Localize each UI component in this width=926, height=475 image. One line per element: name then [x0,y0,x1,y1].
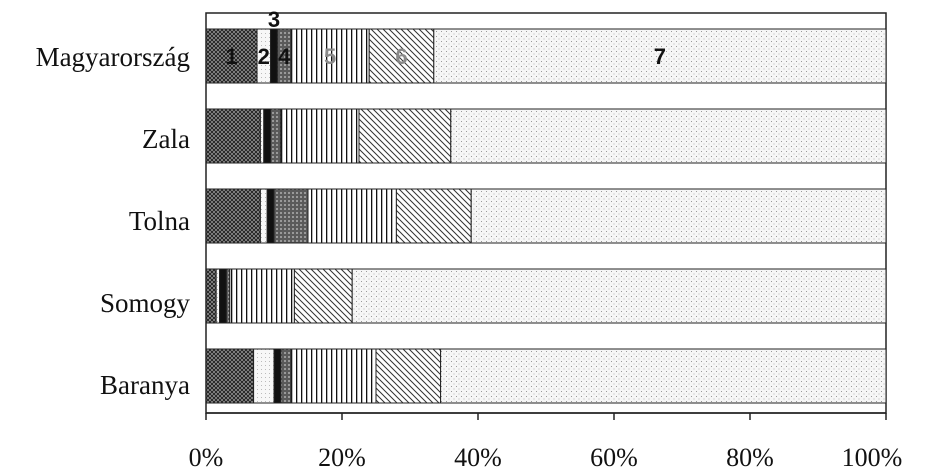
bar-segment-4 [225,268,231,324]
segment-label: 3 [268,7,280,32]
bar-segment-2 [259,188,268,244]
segment-label: 5 [324,44,336,69]
x-tick-label: 60% [590,443,638,472]
bar-segment-7 [450,108,887,164]
bar-segment-3 [263,108,272,164]
bar-segment-2 [259,108,265,164]
bar-segment-5 [229,268,295,324]
bar-segment-5 [280,108,360,164]
bar-segment-1 [205,28,258,84]
bar-segment-3 [219,268,227,324]
bar-segment-3 [270,28,278,84]
segment-label: 1 [225,44,237,69]
segment-label: 6 [395,44,407,69]
x-tick-label: 100% [842,443,903,472]
category-label: Tolna [129,206,190,236]
bar-segment-3 [273,348,282,404]
bar-segment-1 [205,108,261,164]
bar-segment-7 [433,28,887,84]
bar-segment-5 [290,348,377,404]
segment-label: 2 [258,44,270,69]
bar-segment-7 [470,188,887,244]
category-label: Baranya [100,370,190,400]
bar-segment-2 [253,348,275,404]
bar-segment-4 [273,188,309,244]
bar-segment-1 [205,348,255,404]
segment-label: 4 [278,44,291,69]
bar-segment-1 [205,268,217,324]
bar-segment-3 [266,188,275,244]
category-label: Somogy [100,288,191,318]
bar-segment-7 [351,268,887,324]
segment-labels-group: 1 2 3 4 5 6 7 [225,7,666,69]
bar-segment-4 [270,108,282,164]
segment-label: 7 [654,44,666,69]
bar-segment-6 [368,28,435,84]
bar-segment-2 [215,268,221,324]
bar-segment-1 [205,188,261,244]
bar-segment-5 [307,188,397,244]
bar-segment-7 [440,348,887,404]
bars-group [205,28,887,404]
bar-segment-4 [280,348,292,404]
bar-segment-6 [358,108,452,164]
x-tick-label: 0% [189,443,224,472]
category-label: Zala [142,124,190,154]
x-tick-label: 40% [454,443,502,472]
bar-segment-5 [290,28,370,84]
category-label: Magyarország [36,42,190,72]
bar-segment-6 [395,188,472,244]
x-tick-label: 20% [318,443,366,472]
bar-segment-6 [375,348,442,404]
x-ticks-group [205,413,887,420]
x-tick-label: 80% [726,443,774,472]
bar-segment-6 [293,268,353,324]
